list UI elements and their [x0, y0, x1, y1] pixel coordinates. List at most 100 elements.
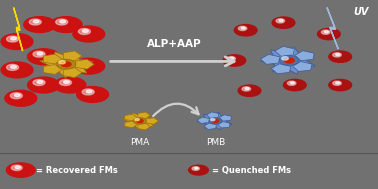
Circle shape [279, 19, 283, 22]
Circle shape [14, 94, 20, 97]
Circle shape [33, 80, 45, 86]
Circle shape [59, 61, 65, 64]
Polygon shape [293, 61, 312, 71]
Circle shape [37, 52, 43, 55]
Circle shape [54, 77, 86, 93]
Circle shape [245, 88, 249, 90]
Circle shape [64, 81, 69, 84]
Circle shape [276, 19, 285, 23]
Circle shape [82, 89, 94, 95]
Circle shape [6, 36, 19, 42]
Circle shape [86, 90, 92, 93]
Circle shape [82, 29, 88, 33]
Circle shape [11, 37, 16, 40]
Text: = Recovered FMs: = Recovered FMs [36, 166, 118, 175]
Circle shape [242, 87, 251, 91]
Circle shape [1, 34, 33, 50]
Polygon shape [261, 46, 315, 74]
Circle shape [333, 53, 341, 57]
Circle shape [290, 82, 294, 84]
Circle shape [6, 64, 19, 70]
Circle shape [33, 51, 45, 57]
Polygon shape [43, 64, 62, 74]
Polygon shape [138, 123, 150, 130]
Polygon shape [295, 51, 314, 61]
Text: PMA: PMA [130, 138, 149, 147]
Circle shape [189, 165, 208, 175]
Polygon shape [218, 122, 230, 128]
Circle shape [73, 58, 105, 74]
Text: PMB: PMB [206, 138, 225, 147]
Circle shape [212, 119, 219, 123]
Circle shape [321, 30, 330, 34]
Circle shape [10, 93, 22, 99]
Circle shape [209, 118, 222, 124]
Circle shape [77, 87, 108, 102]
Circle shape [1, 62, 33, 78]
Polygon shape [125, 121, 137, 128]
Circle shape [227, 57, 235, 61]
Circle shape [287, 81, 296, 85]
Polygon shape [146, 118, 158, 124]
FancyArrowPatch shape [153, 104, 198, 116]
Circle shape [238, 26, 247, 31]
Circle shape [37, 81, 43, 84]
Circle shape [238, 85, 261, 96]
Circle shape [195, 167, 198, 169]
Polygon shape [260, 54, 280, 64]
Circle shape [82, 62, 88, 65]
Text: UV: UV [353, 7, 369, 17]
Polygon shape [122, 113, 158, 130]
Circle shape [61, 62, 71, 67]
Circle shape [336, 82, 340, 84]
Text: = Quenched FMs: = Quenched FMs [212, 166, 291, 175]
Circle shape [272, 17, 295, 28]
Polygon shape [197, 112, 232, 130]
Circle shape [241, 27, 245, 29]
Circle shape [15, 166, 20, 169]
Circle shape [284, 58, 294, 63]
Circle shape [28, 77, 59, 93]
Circle shape [192, 167, 200, 170]
Circle shape [211, 119, 215, 121]
Polygon shape [197, 117, 209, 123]
Circle shape [282, 57, 288, 60]
Circle shape [230, 57, 234, 59]
Circle shape [57, 60, 76, 69]
Circle shape [50, 17, 82, 33]
Circle shape [33, 20, 39, 23]
Circle shape [135, 119, 139, 121]
Circle shape [73, 26, 105, 42]
Polygon shape [63, 51, 82, 61]
Circle shape [78, 29, 90, 35]
Circle shape [5, 90, 37, 106]
Polygon shape [43, 54, 62, 64]
Circle shape [133, 118, 146, 124]
Circle shape [29, 19, 41, 25]
Circle shape [6, 163, 35, 177]
Circle shape [333, 81, 341, 85]
Polygon shape [327, 8, 338, 49]
Circle shape [318, 28, 340, 40]
Polygon shape [63, 68, 82, 78]
Circle shape [60, 20, 65, 23]
Polygon shape [14, 8, 23, 51]
Polygon shape [138, 112, 150, 119]
Polygon shape [125, 114, 137, 121]
Polygon shape [275, 46, 294, 56]
Circle shape [11, 65, 16, 68]
Polygon shape [76, 59, 94, 69]
Polygon shape [219, 115, 231, 121]
Polygon shape [204, 123, 217, 129]
Circle shape [329, 79, 352, 91]
Circle shape [11, 165, 22, 170]
Polygon shape [40, 52, 93, 78]
Circle shape [136, 119, 143, 123]
Circle shape [59, 80, 71, 86]
Circle shape [223, 55, 246, 66]
Circle shape [336, 53, 340, 56]
Text: ALP+AAP: ALP+AAP [147, 40, 201, 49]
Circle shape [28, 49, 59, 65]
Circle shape [329, 51, 352, 62]
Circle shape [234, 25, 257, 36]
